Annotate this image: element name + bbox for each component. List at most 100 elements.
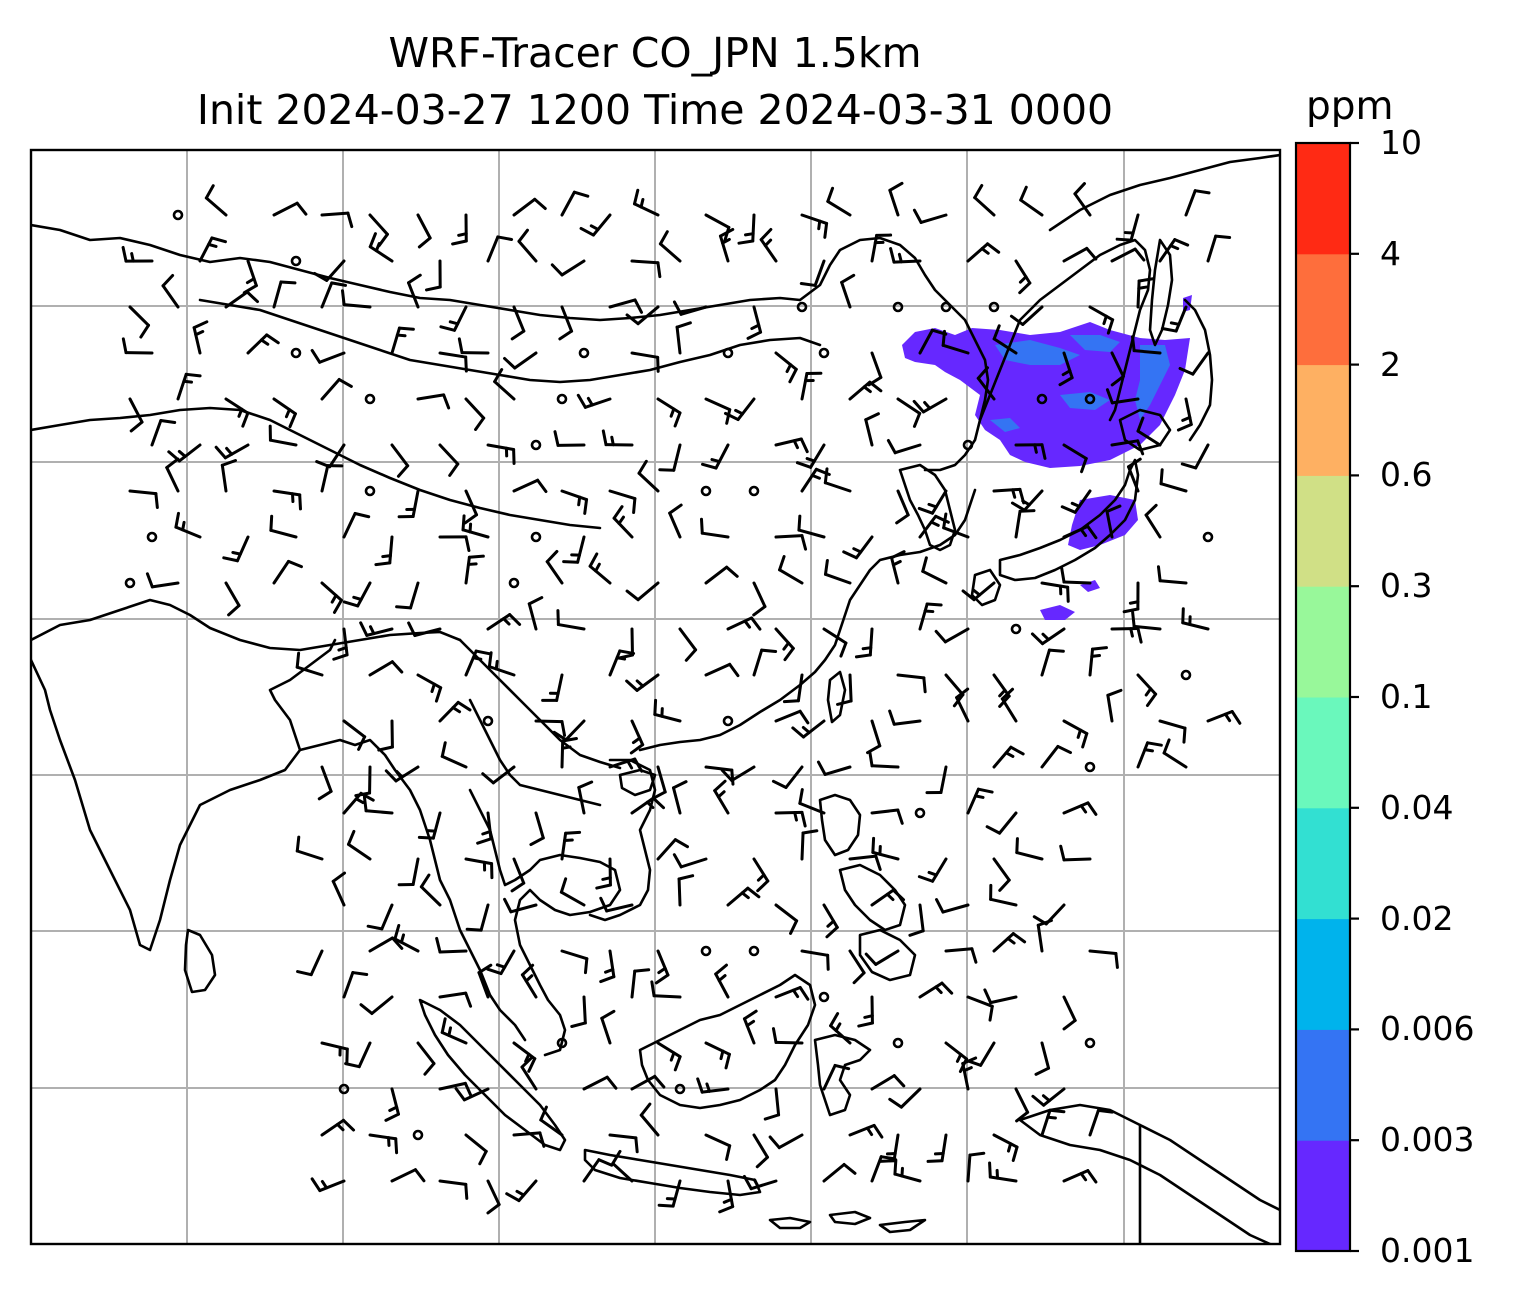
wind-barb bbox=[988, 1161, 1018, 1183]
wind-barb bbox=[464, 1133, 488, 1166]
wind-barb bbox=[320, 581, 343, 614]
wind-barb bbox=[224, 581, 241, 617]
wind-barb bbox=[822, 903, 839, 939]
wind-barb bbox=[246, 333, 280, 355]
wind-barb bbox=[962, 439, 974, 451]
wind-barb bbox=[1062, 995, 1077, 1031]
wind-barb bbox=[774, 627, 795, 662]
wind-barb bbox=[650, 980, 682, 999]
wind-barb bbox=[342, 719, 367, 751]
wind-barb bbox=[416, 673, 443, 703]
wind-barb bbox=[737, 213, 756, 245]
wind-barb bbox=[440, 1017, 468, 1045]
wind-barb bbox=[174, 511, 202, 539]
wind-barb bbox=[675, 321, 692, 355]
wind-barb bbox=[840, 273, 856, 309]
wind-barb bbox=[1073, 182, 1092, 217]
wind-barb bbox=[912, 208, 948, 224]
wind-barb bbox=[608, 298, 643, 314]
wind-barb bbox=[395, 581, 420, 610]
wind-barb bbox=[742, 1009, 758, 1045]
wind-barb bbox=[1131, 335, 1162, 355]
wind-barb bbox=[313, 259, 346, 282]
wind-barb bbox=[486, 949, 516, 976]
wind-barb bbox=[438, 991, 473, 1008]
wind-barb bbox=[366, 903, 394, 931]
wind-barb bbox=[1015, 837, 1044, 861]
plume-patch bbox=[1040, 605, 1075, 620]
wind-barb bbox=[577, 780, 594, 815]
wind-barb bbox=[412, 1129, 424, 1141]
wind-barb bbox=[1014, 1087, 1030, 1123]
wind-barb bbox=[1060, 566, 1092, 585]
wind-barb bbox=[486, 443, 516, 465]
wind-barb bbox=[966, 995, 994, 1022]
wind-barb bbox=[359, 621, 394, 637]
wind-barb bbox=[477, 963, 493, 999]
wind-barb bbox=[1010, 623, 1022, 635]
wind-barb bbox=[224, 290, 259, 309]
wind-barb bbox=[1180, 443, 1210, 470]
wind-barb bbox=[966, 242, 1001, 263]
wind-barb bbox=[700, 945, 712, 957]
wind-barb bbox=[630, 1074, 666, 1091]
colorbar-tick-label: 0.04 bbox=[1380, 787, 1454, 827]
wind-barb bbox=[912, 397, 948, 414]
coast-malay-peninsula bbox=[468, 788, 622, 1057]
graticule bbox=[31, 150, 1280, 1244]
wind-barb bbox=[121, 337, 154, 355]
wind-barb bbox=[320, 281, 348, 309]
wind-barb bbox=[988, 301, 1000, 313]
wind-barb bbox=[272, 280, 297, 309]
wind-barb bbox=[517, 228, 538, 263]
wind-barb bbox=[510, 305, 526, 341]
wind-barb bbox=[347, 829, 372, 861]
wind-barb bbox=[672, 300, 708, 316]
wind-barb bbox=[1206, 710, 1242, 725]
wind-barb bbox=[368, 660, 404, 677]
wind-barb bbox=[576, 393, 612, 409]
wind-barb bbox=[503, 897, 538, 914]
wind-barb bbox=[748, 945, 760, 957]
coast-philippines-visayas bbox=[838, 863, 907, 932]
wind-barb bbox=[438, 700, 472, 723]
wind-barb bbox=[364, 485, 376, 497]
wind-barb bbox=[678, 627, 698, 662]
wind-barb bbox=[582, 1158, 614, 1183]
wind-barb bbox=[633, 188, 660, 217]
coast-okhotsk bbox=[1048, 153, 1280, 232]
coast-south-china bbox=[638, 488, 977, 752]
wind-barb bbox=[377, 719, 394, 752]
wind-barb bbox=[704, 662, 740, 678]
wind-barb bbox=[625, 581, 660, 602]
wind-barb bbox=[1084, 1037, 1096, 1049]
wind-barb bbox=[1115, 213, 1140, 242]
wind-barb bbox=[1058, 351, 1074, 387]
wind-barb bbox=[582, 1075, 618, 1091]
colorbar-unit-label: ppm bbox=[1306, 84, 1394, 129]
plume-patch bbox=[995, 340, 1080, 365]
wind-barb bbox=[416, 393, 451, 410]
wind-barb bbox=[438, 443, 460, 477]
wind-barb bbox=[374, 535, 394, 567]
wind-barb bbox=[124, 577, 136, 589]
wind-barb bbox=[759, 227, 778, 263]
wind-barb bbox=[668, 503, 683, 539]
wind-barb bbox=[608, 1133, 639, 1154]
wind-barb bbox=[1000, 687, 1018, 723]
wind-barb bbox=[723, 397, 756, 422]
wind-barb bbox=[658, 230, 682, 263]
wind-barb bbox=[918, 602, 943, 631]
wind-barb bbox=[722, 347, 734, 359]
wind-barb bbox=[886, 439, 922, 455]
wind-barb bbox=[917, 857, 948, 883]
wind-barb bbox=[220, 459, 237, 493]
wind-barb bbox=[895, 489, 910, 525]
wind-barb bbox=[457, 337, 490, 355]
wind-barb bbox=[630, 259, 662, 279]
wind-barb bbox=[1084, 393, 1096, 405]
wind-barb bbox=[1088, 305, 1115, 335]
wind-barb bbox=[639, 1102, 660, 1137]
wind-barb bbox=[611, 1149, 634, 1183]
wind-barb bbox=[1110, 247, 1146, 263]
